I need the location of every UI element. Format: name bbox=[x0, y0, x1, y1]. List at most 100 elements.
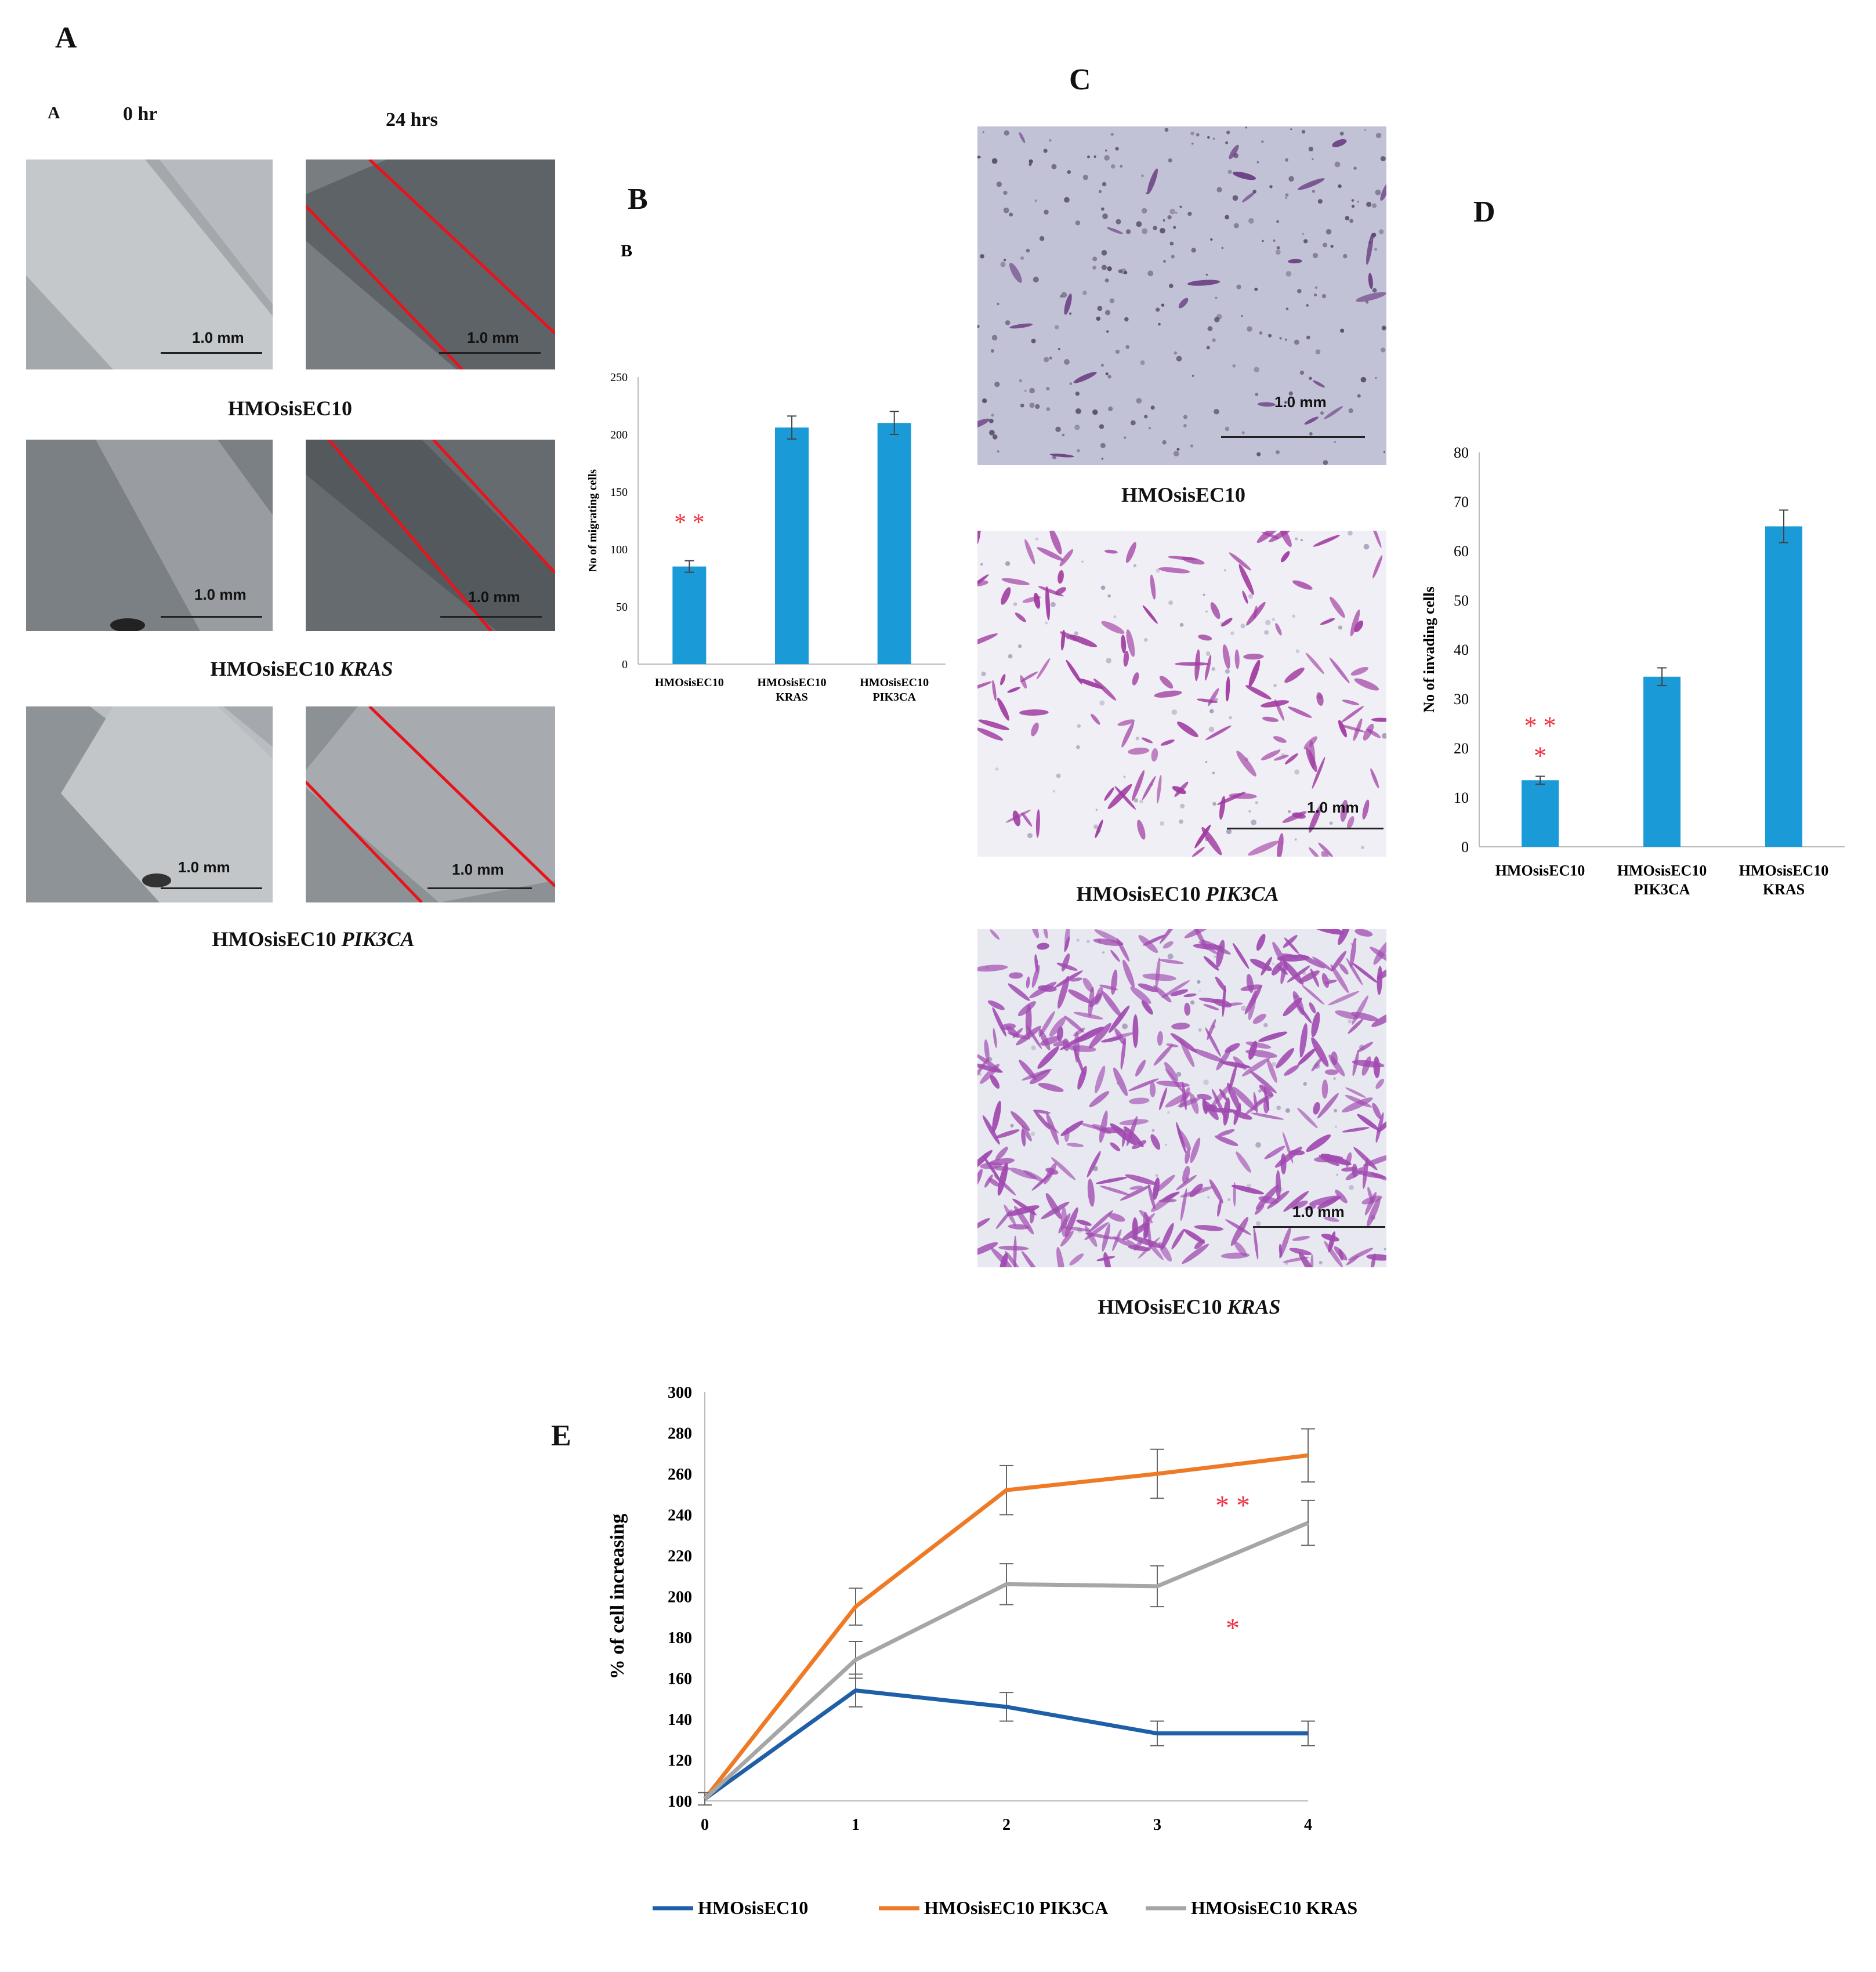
texture-dot bbox=[1104, 149, 1107, 152]
texture-dot bbox=[1319, 1260, 1323, 1264]
texture-dot bbox=[1031, 1045, 1036, 1050]
cell-mark bbox=[1371, 717, 1386, 722]
cell-mark bbox=[1187, 280, 1221, 286]
texture-dot bbox=[1100, 585, 1106, 590]
x-tick-label: 3 bbox=[1153, 1816, 1161, 1834]
significance-marker: * * bbox=[1524, 711, 1556, 740]
texture-dot bbox=[1081, 560, 1084, 563]
texture-dot bbox=[1074, 425, 1080, 430]
texture-dot bbox=[1247, 326, 1252, 332]
texture-dot bbox=[1095, 809, 1098, 811]
cell-mark bbox=[1291, 1200, 1308, 1210]
cell-mark bbox=[1031, 965, 1040, 988]
texture-dot bbox=[1276, 450, 1280, 455]
texture-dot bbox=[1215, 296, 1218, 299]
cell-mark bbox=[1066, 1143, 1084, 1147]
panel-b-inner-label: B bbox=[621, 241, 632, 260]
cell-mark bbox=[1232, 1086, 1257, 1111]
texture-dot bbox=[1203, 593, 1205, 596]
cell-mark bbox=[1030, 1207, 1035, 1224]
texture-dot bbox=[1225, 141, 1229, 144]
cell-mark bbox=[1350, 938, 1357, 968]
cell-mark bbox=[1340, 799, 1348, 822]
texture-dot bbox=[1020, 256, 1024, 260]
cell-mark bbox=[1341, 1167, 1358, 1172]
texture-dot bbox=[1151, 1129, 1155, 1132]
scale-label: 1.0 mm bbox=[468, 588, 520, 606]
texture-dot bbox=[1338, 625, 1343, 630]
cell-mark bbox=[1175, 662, 1209, 666]
cell-mark bbox=[1306, 1134, 1331, 1152]
texture-dot bbox=[1294, 339, 1299, 345]
texture-dot bbox=[1364, 129, 1367, 131]
texture-dot bbox=[1163, 260, 1166, 263]
texture-dot bbox=[1122, 1023, 1128, 1030]
texture-dot bbox=[996, 182, 1002, 187]
texture-dot bbox=[1290, 128, 1292, 130]
texture-dot bbox=[1124, 317, 1129, 322]
texture-dot bbox=[1198, 1028, 1202, 1032]
cell-mark bbox=[1132, 1217, 1138, 1240]
texture-dot bbox=[1229, 716, 1232, 720]
texture-dot bbox=[1207, 1196, 1210, 1199]
texture-dot bbox=[1033, 277, 1039, 283]
cell-mark bbox=[1130, 986, 1151, 1004]
cell-mark bbox=[1370, 768, 1379, 789]
cell-mark bbox=[1355, 929, 1373, 937]
texture-dot bbox=[1075, 408, 1081, 414]
cell-mark bbox=[1161, 1223, 1174, 1250]
texture-dot bbox=[1099, 700, 1105, 706]
cell-mark bbox=[1089, 1091, 1110, 1108]
cell-mark bbox=[1371, 1010, 1386, 1027]
cell-mark bbox=[977, 1057, 989, 1085]
cell-mark bbox=[1038, 1011, 1055, 1038]
cell-mark bbox=[1279, 1226, 1291, 1259]
cell-mark bbox=[1120, 1036, 1126, 1070]
x-tick-label: 2 bbox=[1002, 1816, 1011, 1834]
category-label: HMOsisEC10 bbox=[1739, 862, 1829, 879]
texture-dot bbox=[1133, 564, 1137, 568]
cell-mark bbox=[1197, 1093, 1212, 1100]
cell-mark bbox=[1261, 700, 1290, 708]
cell-mark bbox=[1129, 1186, 1143, 1190]
cell-mark bbox=[1078, 1122, 1104, 1130]
migration-bar-chart: B 0 50 100 150 200 250 HMOsisEC10 HMOsisEC10 KRAS… bbox=[586, 241, 946, 704]
texture-dot bbox=[1028, 159, 1033, 164]
texture-dot bbox=[1285, 271, 1292, 277]
cell-mark bbox=[1106, 227, 1123, 234]
texture-dot bbox=[1027, 833, 1033, 839]
texture-dot bbox=[981, 671, 986, 676]
y-tick-label: 300 bbox=[668, 1384, 692, 1402]
texture-dot bbox=[1208, 726, 1215, 733]
cell-mark bbox=[1225, 1043, 1240, 1053]
texture-dot bbox=[1156, 307, 1160, 312]
texture-dot bbox=[1075, 220, 1081, 226]
y-tick-label: 240 bbox=[668, 1507, 692, 1525]
texture-dot bbox=[1357, 394, 1361, 398]
texture-dot bbox=[1093, 824, 1099, 829]
cell-mark bbox=[1339, 963, 1349, 975]
texture-dot bbox=[1258, 1089, 1262, 1093]
texture-dot bbox=[1146, 192, 1148, 194]
cell-mark bbox=[1284, 1065, 1299, 1076]
texture-dot bbox=[1067, 170, 1071, 174]
texture-dot bbox=[1092, 266, 1096, 270]
texture-dot bbox=[1180, 803, 1185, 809]
y-tick-label: 0 bbox=[622, 658, 628, 671]
texture-dot bbox=[1092, 256, 1098, 262]
texture-dot bbox=[1190, 1000, 1195, 1005]
cell-mark bbox=[1008, 972, 1023, 979]
texture-dot bbox=[1285, 158, 1288, 162]
cell-mark bbox=[1222, 644, 1230, 669]
texture-dot bbox=[1342, 253, 1348, 259]
texture-dot bbox=[1105, 310, 1111, 316]
texture-dot bbox=[1334, 1108, 1338, 1112]
caption-row-pik3ca: HMOsisEC10 PIK3CA bbox=[168, 927, 458, 951]
cell-mark bbox=[1272, 962, 1283, 976]
cell-mark bbox=[1141, 1000, 1153, 1015]
cell-mark bbox=[1225, 1219, 1251, 1235]
scale-label: 1.0 mm bbox=[1292, 1203, 1345, 1220]
texture-dot bbox=[1203, 1079, 1209, 1085]
texture-dot bbox=[1309, 432, 1313, 436]
cell-mark bbox=[1256, 531, 1283, 543]
